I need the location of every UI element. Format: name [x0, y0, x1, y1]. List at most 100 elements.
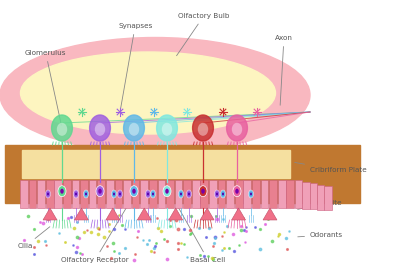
- Bar: [5, 145, 360, 203]
- Bar: [278, 180, 286, 208]
- Polygon shape: [263, 208, 277, 220]
- Ellipse shape: [250, 193, 252, 195]
- Text: Odorants: Odorants: [298, 232, 343, 238]
- Ellipse shape: [57, 123, 67, 136]
- Ellipse shape: [235, 189, 239, 194]
- Bar: [226, 180, 234, 208]
- Bar: [286, 180, 294, 208]
- Text: Olfactory Receptor: Olfactory Receptor: [61, 197, 133, 263]
- Ellipse shape: [163, 186, 171, 197]
- Bar: [97, 180, 105, 208]
- Ellipse shape: [119, 193, 121, 195]
- Bar: [29, 180, 36, 208]
- Polygon shape: [137, 208, 151, 220]
- Text: Axon: Axon: [275, 35, 293, 105]
- Bar: [106, 180, 114, 208]
- Bar: [132, 180, 139, 208]
- Ellipse shape: [147, 193, 149, 195]
- Ellipse shape: [199, 186, 207, 197]
- Bar: [183, 180, 191, 208]
- Text: Glomerulus: Glomerulus: [25, 50, 67, 125]
- Bar: [158, 180, 165, 208]
- Text: Synapses: Synapses: [118, 23, 152, 109]
- Bar: [244, 180, 251, 208]
- Ellipse shape: [21, 52, 276, 134]
- Ellipse shape: [180, 193, 182, 195]
- Bar: [252, 180, 260, 208]
- Ellipse shape: [47, 193, 49, 195]
- Ellipse shape: [188, 193, 190, 195]
- Ellipse shape: [132, 189, 136, 194]
- Bar: [310, 183, 317, 209]
- Bar: [166, 180, 174, 208]
- Text: Dendrite: Dendrite: [298, 200, 342, 209]
- Bar: [140, 180, 148, 208]
- Polygon shape: [232, 208, 246, 220]
- Ellipse shape: [179, 190, 183, 198]
- Ellipse shape: [201, 189, 205, 194]
- Ellipse shape: [215, 190, 219, 198]
- Bar: [20, 180, 28, 208]
- Bar: [261, 180, 268, 208]
- Ellipse shape: [75, 193, 77, 195]
- Text: Cribriform Plate: Cribriform Plate: [295, 162, 367, 173]
- Bar: [46, 180, 53, 208]
- Ellipse shape: [165, 189, 169, 194]
- Ellipse shape: [60, 189, 64, 194]
- Ellipse shape: [249, 190, 253, 198]
- Polygon shape: [74, 208, 88, 220]
- Ellipse shape: [74, 190, 78, 198]
- Bar: [114, 180, 122, 208]
- Ellipse shape: [221, 190, 225, 198]
- Bar: [37, 180, 45, 208]
- Ellipse shape: [192, 115, 213, 141]
- Bar: [324, 186, 331, 210]
- Bar: [209, 180, 217, 208]
- Ellipse shape: [130, 186, 138, 197]
- Ellipse shape: [58, 186, 66, 197]
- Ellipse shape: [222, 193, 224, 195]
- Ellipse shape: [96, 186, 104, 197]
- Ellipse shape: [216, 193, 218, 195]
- Text: Basal Cell: Basal Cell: [178, 207, 226, 263]
- Ellipse shape: [46, 190, 51, 198]
- Bar: [295, 180, 302, 208]
- Bar: [200, 180, 208, 208]
- Ellipse shape: [0, 38, 310, 153]
- Bar: [269, 180, 277, 208]
- Bar: [63, 180, 71, 208]
- Ellipse shape: [89, 115, 110, 141]
- Bar: [175, 180, 183, 208]
- Bar: [80, 180, 88, 208]
- Ellipse shape: [95, 123, 105, 136]
- Bar: [123, 180, 131, 208]
- Bar: [54, 180, 62, 208]
- Ellipse shape: [51, 115, 72, 141]
- Bar: [149, 180, 157, 208]
- Polygon shape: [106, 208, 120, 220]
- Ellipse shape: [232, 123, 242, 136]
- Ellipse shape: [227, 115, 248, 141]
- Bar: [317, 185, 324, 209]
- Ellipse shape: [233, 186, 241, 197]
- Ellipse shape: [198, 123, 208, 136]
- Bar: [22, 150, 290, 178]
- Text: Cilia: Cilia: [18, 227, 50, 249]
- Bar: [89, 180, 97, 208]
- Ellipse shape: [98, 189, 102, 194]
- Ellipse shape: [162, 123, 172, 136]
- Ellipse shape: [145, 190, 150, 198]
- Polygon shape: [169, 208, 183, 220]
- Text: Olfactory Bulb: Olfactory Bulb: [177, 13, 230, 56]
- Bar: [72, 180, 79, 208]
- Ellipse shape: [113, 193, 115, 195]
- Ellipse shape: [150, 190, 156, 198]
- Bar: [192, 180, 200, 208]
- Ellipse shape: [129, 123, 139, 136]
- Ellipse shape: [118, 190, 122, 198]
- Ellipse shape: [156, 115, 177, 141]
- Ellipse shape: [85, 193, 87, 195]
- Polygon shape: [43, 208, 57, 220]
- Ellipse shape: [84, 190, 88, 198]
- Ellipse shape: [152, 193, 154, 195]
